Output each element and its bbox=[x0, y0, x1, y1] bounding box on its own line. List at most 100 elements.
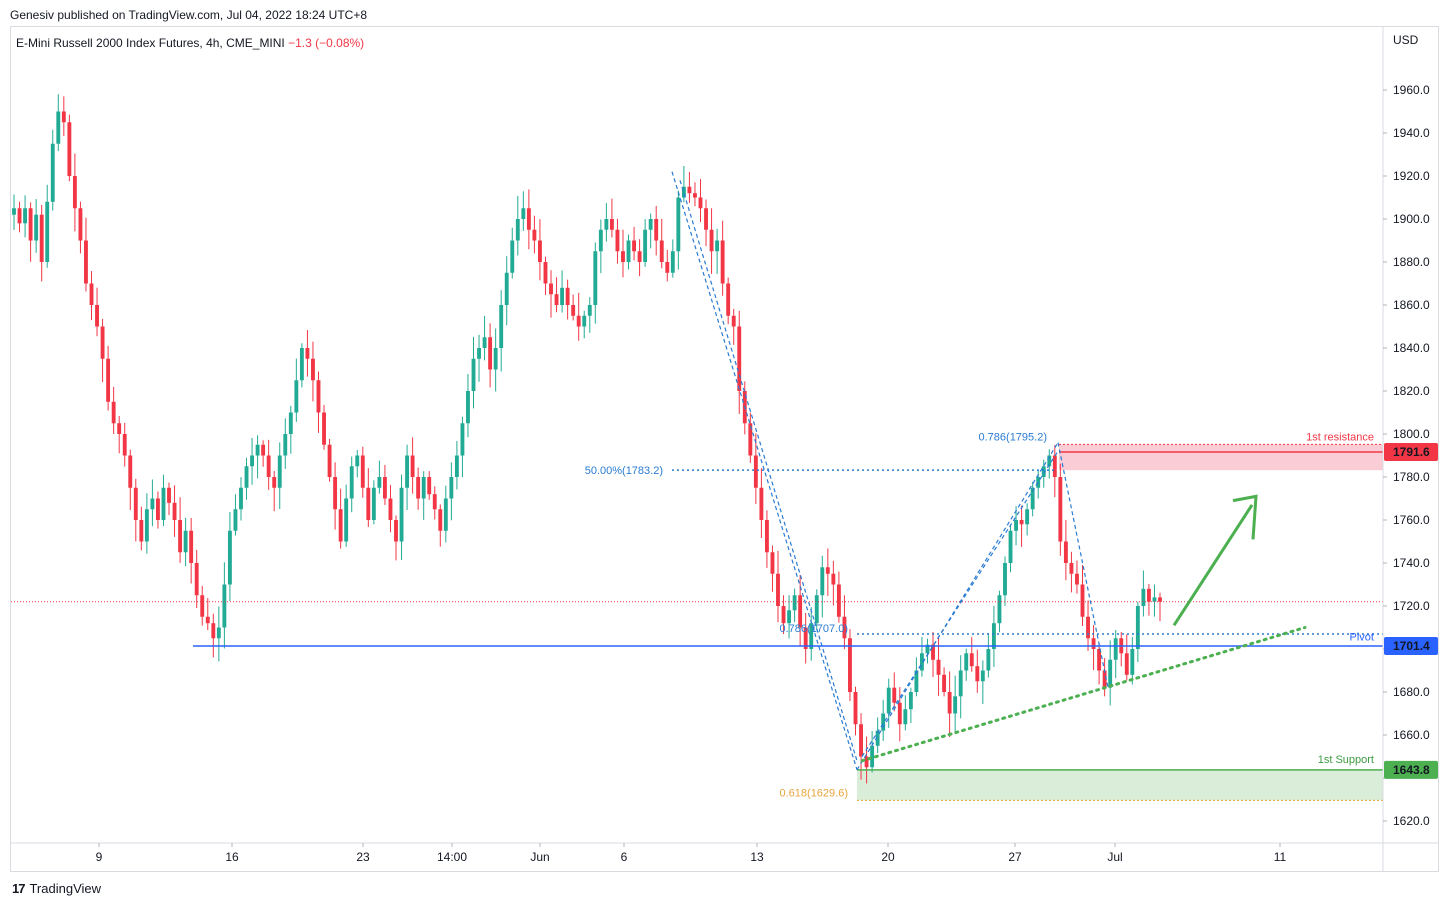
candle bbox=[316, 371, 321, 433]
candle bbox=[1058, 463, 1063, 556]
candle bbox=[34, 198, 39, 253]
candle-body bbox=[377, 477, 382, 488]
y-tick-label: 1620.0 bbox=[1393, 814, 1430, 828]
candle-body bbox=[1130, 649, 1135, 675]
candle-body bbox=[659, 240, 664, 262]
candle-body bbox=[449, 477, 454, 499]
candle bbox=[255, 435, 260, 479]
candle bbox=[189, 517, 194, 584]
candle-body bbox=[161, 487, 166, 520]
symbol-legend[interactable]: E-Mini Russell 2000 Index Futures, 4h, C… bbox=[16, 36, 364, 50]
candle-body bbox=[349, 466, 354, 499]
candle bbox=[881, 699, 886, 741]
candle-body bbox=[1025, 509, 1030, 525]
y-tick-label: 1780.0 bbox=[1393, 470, 1430, 484]
y-tick-label: 1840.0 bbox=[1393, 341, 1430, 355]
candle bbox=[233, 494, 238, 536]
candle bbox=[167, 482, 171, 516]
candle bbox=[111, 386, 116, 434]
candle bbox=[299, 343, 304, 388]
candle-body bbox=[39, 214, 44, 262]
candle-body bbox=[178, 520, 183, 553]
candle-body bbox=[621, 251, 625, 262]
pivot-price-tag: 1701.4 bbox=[1393, 639, 1430, 653]
candle bbox=[1108, 640, 1113, 706]
candle bbox=[338, 488, 343, 549]
candle bbox=[654, 205, 659, 256]
x-tick-label: 27 bbox=[1008, 850, 1022, 864]
candle-body bbox=[864, 756, 869, 768]
candle-body bbox=[322, 412, 326, 445]
candle-body bbox=[205, 616, 210, 624]
resistance-zone bbox=[1059, 444, 1383, 471]
candle-body bbox=[172, 502, 177, 520]
candle bbox=[526, 189, 531, 250]
candle bbox=[1086, 600, 1090, 651]
candle bbox=[665, 249, 670, 282]
target-arrow bbox=[1172, 504, 1254, 627]
candle bbox=[886, 678, 891, 728]
candle bbox=[560, 270, 565, 313]
candle-body bbox=[1158, 597, 1162, 602]
candle-body bbox=[432, 494, 437, 510]
fib-swing-line bbox=[861, 450, 1059, 757]
candle bbox=[1146, 583, 1151, 616]
candle-body bbox=[1086, 616, 1090, 639]
candle bbox=[986, 633, 991, 678]
level-zones bbox=[857, 444, 1383, 801]
candle-body bbox=[764, 520, 769, 553]
candle bbox=[322, 404, 326, 450]
candle bbox=[648, 213, 653, 249]
candle bbox=[216, 606, 221, 662]
candle-body bbox=[598, 229, 603, 252]
candle bbox=[388, 484, 393, 533]
candle bbox=[28, 202, 33, 262]
candle bbox=[294, 358, 299, 422]
candle-body bbox=[654, 219, 659, 241]
tradingview-logo[interactable]: 17 TradingView bbox=[12, 881, 101, 896]
candle-body bbox=[632, 240, 636, 252]
candle bbox=[1124, 634, 1129, 681]
x-tick-label: 13 bbox=[750, 850, 764, 864]
candle bbox=[975, 649, 980, 693]
candle-body bbox=[842, 616, 847, 639]
candle-body bbox=[1019, 520, 1024, 525]
candle-body bbox=[543, 262, 548, 284]
candle-body bbox=[139, 520, 144, 542]
candle-body bbox=[781, 606, 786, 624]
fib-label: 0.786(1795.2) bbox=[979, 431, 1048, 443]
candle-body bbox=[532, 229, 537, 241]
candle bbox=[908, 687, 913, 723]
candle bbox=[488, 323, 493, 388]
candle bbox=[222, 562, 227, 649]
candle bbox=[122, 422, 127, 467]
candle bbox=[693, 182, 697, 207]
candle-body bbox=[986, 649, 991, 671]
candle bbox=[194, 549, 199, 609]
candle bbox=[836, 571, 841, 623]
candle-body bbox=[460, 423, 465, 456]
tradingview-brand: TradingView bbox=[29, 881, 102, 896]
candle bbox=[947, 671, 952, 738]
candle bbox=[355, 449, 360, 478]
candle-body bbox=[964, 653, 969, 671]
candle-body bbox=[698, 197, 703, 209]
candle-body bbox=[759, 487, 764, 520]
candle-body bbox=[576, 315, 581, 327]
candle bbox=[726, 277, 731, 325]
candle-body bbox=[748, 423, 753, 456]
candle-body bbox=[648, 219, 653, 230]
candle-body bbox=[859, 724, 863, 757]
candle bbox=[1014, 506, 1018, 546]
pivot-price-tag-bg bbox=[1384, 636, 1438, 655]
candle-body bbox=[936, 659, 941, 675]
chart-frame[interactable] bbox=[10, 26, 1439, 872]
candle bbox=[571, 294, 576, 321]
candle bbox=[1025, 503, 1030, 536]
candle-body bbox=[1069, 563, 1074, 574]
candle bbox=[1091, 625, 1096, 671]
candle bbox=[576, 292, 581, 341]
candle bbox=[687, 172, 692, 203]
candle bbox=[344, 484, 349, 547]
